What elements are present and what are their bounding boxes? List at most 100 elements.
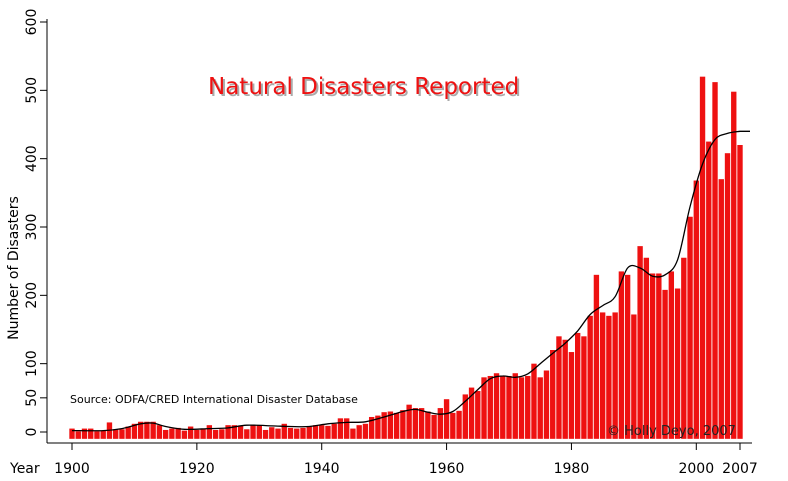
bar-1934 [281,423,287,439]
bar-1999 [687,216,693,439]
bar-1932 [269,427,275,439]
bar-1921 [200,428,206,439]
bar-1954 [406,404,412,439]
bar-1941 [325,425,331,439]
y-tick-label-0: 0 [24,428,40,437]
bar-1969 [500,375,506,439]
bar-1929 [250,425,256,439]
bar-1958 [431,414,437,439]
bar-1902 [81,428,88,439]
y-tick-label-50: 50 [24,389,40,407]
bar-1919 [187,426,194,439]
bar-1913 [150,421,156,439]
bar-1937 [300,427,306,439]
bar-1928 [244,429,250,439]
bar-1918 [181,430,188,439]
y-tick-label-100: 100 [24,350,40,377]
bar-1908 [119,429,125,439]
bar-1972 [518,377,525,439]
bar-2006 [731,91,737,439]
bar-1988 [618,271,625,439]
bar-1990 [631,314,637,439]
x-tick-label-1920: 1920 [179,461,215,477]
chart-title-shadow: Natural Disasters Reported [210,76,521,102]
bar-1980 [568,352,575,439]
bar-1917 [175,427,181,439]
bar-1951 [387,411,394,439]
bar-1994 [656,273,662,439]
bar-1938 [306,426,312,439]
bar-1925 [225,425,231,439]
bar-1946 [356,425,362,439]
bar-1996 [668,271,675,439]
bar-1911 [137,421,144,439]
bar-1965 [475,391,481,439]
bar-1944 [344,418,350,439]
x-tick-label-1960: 1960 [429,461,465,477]
x-tick-label-1940: 1940 [304,461,340,477]
bar-1986 [606,315,612,439]
bar-1984 [593,274,600,439]
bar-1930 [256,425,262,439]
bar-1922 [206,425,213,439]
trend-line [71,130,750,432]
y-tick-label-300: 300 [24,214,40,241]
bar-1977 [550,350,556,439]
bar-1927 [237,425,244,439]
bar-1947 [362,423,369,439]
bar-1940 [319,425,325,439]
bar-1968 [493,373,500,439]
bar-1900 [69,428,75,439]
bar-1974 [531,363,537,439]
bar-2007 [737,145,743,439]
bar-1978 [556,336,562,439]
bar-1915 [162,429,169,439]
bar-1956 [418,408,425,439]
bar-1966 [481,377,487,439]
bar-1991 [637,246,643,439]
x-tick-label-2007: 2007 [722,461,758,477]
bar-1948 [368,416,375,439]
bar-1952 [393,412,400,439]
bar-1916 [169,428,175,439]
bar-1942 [331,423,337,439]
bar-1987 [612,312,618,439]
bar-1953 [400,410,406,439]
bars-group [69,76,743,439]
bar-1971 [512,373,518,439]
bar-1964 [468,387,475,439]
bar-1963 [462,394,468,439]
bar-1985 [599,312,606,439]
bar-1939 [312,425,319,439]
bar-1904 [94,431,100,439]
bar-2002 [706,141,712,439]
bar-1949 [375,415,381,439]
bar-1992 [643,257,650,439]
bar-1901 [75,431,81,439]
bar-2004 [718,179,724,439]
source-note: Source: ODFA/CRED International Disaster… [70,393,358,406]
bar-1970 [506,375,512,439]
bar-1962 [456,410,462,439]
bar-1957 [425,411,431,439]
bar-1923 [212,429,219,439]
y-ticks: 0 50 100 200 300 400 500 600 [24,9,47,437]
bar-1976 [543,370,550,439]
y-tick-label-200: 200 [24,282,40,309]
bar-1950 [381,412,387,439]
copyright-note: © Holly Deyo, 2007 [607,424,736,439]
y-tick-label-400: 400 [24,145,40,172]
bar-1998 [681,257,687,439]
bar-2000 [693,180,699,439]
bar-1955 [412,408,419,439]
bar-1910 [131,423,138,439]
bar-1995 [662,289,668,439]
bar-1993 [649,273,656,439]
bar-1967 [487,375,493,439]
bar-1943 [337,418,344,439]
bar-1979 [562,339,568,439]
bar-1959 [437,408,444,439]
bar-1975 [537,377,543,439]
